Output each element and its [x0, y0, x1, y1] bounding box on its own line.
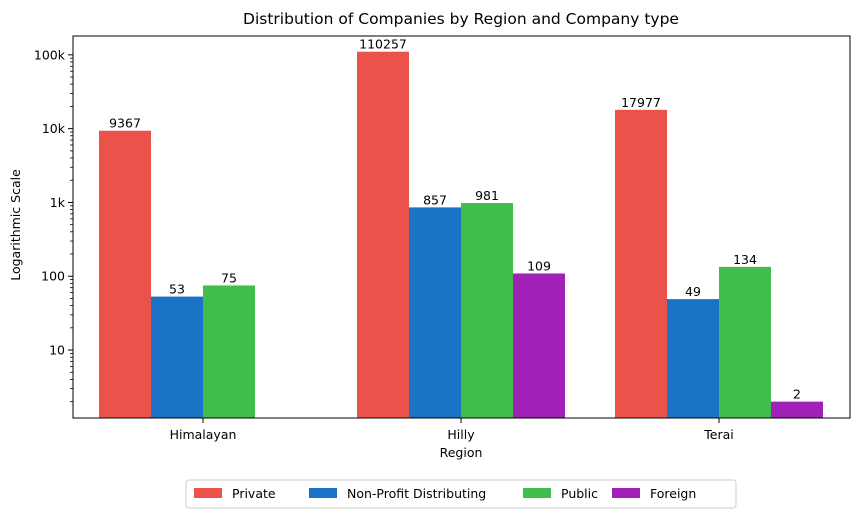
- legend: Private Non-Profit Distributing Public Fore…: [185, 479, 737, 509]
- data-label: 53: [169, 282, 185, 297]
- x-axis-title: Region: [440, 445, 483, 460]
- y-tick-label: 100k: [34, 47, 66, 62]
- y-axis-title: Logarithmic Scale: [8, 169, 23, 281]
- bar-non-profit-distributing-himalayan: [151, 296, 203, 418]
- legend-label: Foreign: [650, 486, 696, 501]
- data-label: 109: [527, 258, 551, 273]
- data-label: 134: [733, 252, 757, 267]
- data-label: 981: [475, 188, 499, 203]
- legend-swatch: [612, 488, 640, 498]
- bar-foreign-hilly: [513, 273, 565, 418]
- bar-private-terai: [615, 109, 667, 418]
- bar-non-profit-distributing-terai: [667, 299, 719, 418]
- data-label: 17977: [621, 95, 661, 110]
- y-tick-label: 100: [41, 269, 65, 284]
- legend-box: [185, 479, 737, 509]
- bar-public-hilly: [461, 203, 513, 418]
- chart-title: Distribution of Companies by Region and …: [243, 10, 679, 28]
- legend-label: Non-Profit Distributing: [347, 486, 486, 501]
- data-label: 9367: [109, 116, 141, 131]
- x-tick-label: Terai: [703, 427, 733, 442]
- x-tick-label: Hilly: [447, 427, 475, 442]
- plot-area: 9367 110257 17977 53 857 49 75 981 134 109 2 10 100 1…: [34, 35, 851, 442]
- data-label: 2: [793, 387, 801, 402]
- data-label: 110257: [359, 37, 407, 52]
- data-label: 49: [685, 284, 701, 299]
- bar-private-himalayan: [99, 130, 151, 419]
- y-tick-label: 1k: [50, 195, 66, 210]
- y-tick-label: 10: [49, 343, 65, 358]
- bar-non-profit-distributing-hilly: [409, 207, 461, 418]
- x-tick-label: Himalayan: [170, 427, 237, 442]
- y-tick-label: 10k: [42, 121, 66, 136]
- legend-swatch: [309, 488, 337, 498]
- bar-private-hilly: [357, 51, 409, 419]
- bar-foreign-terai: [771, 401, 823, 418]
- legend-swatch: [523, 488, 551, 498]
- legend-label: Public: [561, 486, 598, 501]
- legend-swatch: [194, 488, 222, 498]
- data-label: 857: [423, 192, 447, 207]
- legend-label: Private: [232, 486, 276, 501]
- data-label: 75: [221, 270, 237, 285]
- bar-public-terai: [719, 266, 771, 418]
- bar-public-himalayan: [203, 285, 255, 418]
